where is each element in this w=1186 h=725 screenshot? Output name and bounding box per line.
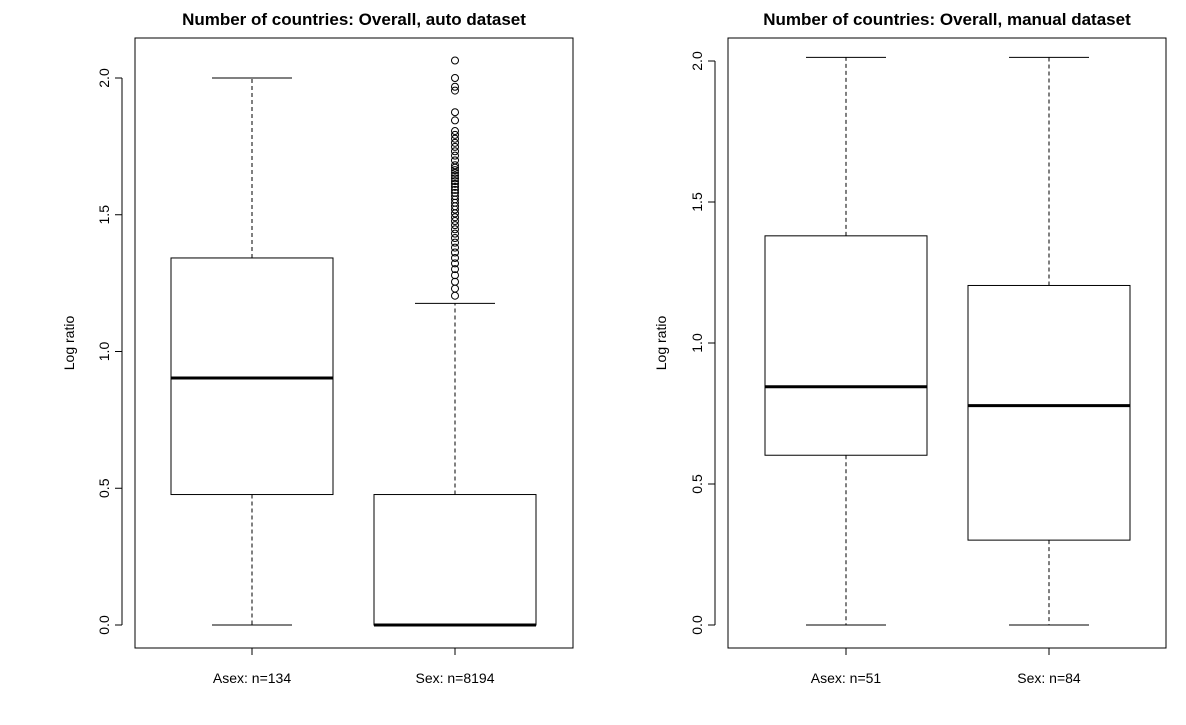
outlier-point <box>451 284 459 293</box>
boxplot-panel-manual: Number of countries: Overall, manual dat… <box>653 10 1167 686</box>
y-axis: 0.0 0.5 1.0 1.5 2.0 <box>96 68 123 635</box>
outlier-point <box>451 238 459 247</box>
boxplot-panel-auto: Number of countries: Overall, auto datas… <box>61 10 574 686</box>
x-tick-label: Sex: n=84 <box>1017 670 1081 686</box>
outlier-point <box>451 86 459 95</box>
outlier-point <box>451 134 459 143</box>
outlier-point <box>451 233 459 242</box>
outlier-point <box>451 151 459 160</box>
plot-title: Number of countries: Overall, manual dat… <box>763 10 1131 29</box>
outlier-point <box>451 161 459 170</box>
outlier-point <box>451 271 459 280</box>
y-tick-label: 0.0 <box>689 615 705 635</box>
outlier-point <box>451 82 459 91</box>
y-tick-label: 0.5 <box>689 474 705 494</box>
box-iqr <box>967 284 1131 541</box>
outlier-point <box>451 156 459 165</box>
outlier-point <box>451 56 459 65</box>
outlier-point <box>451 277 459 286</box>
y-axis-label: Log ratio <box>61 316 77 371</box>
outlier-point <box>451 185 459 194</box>
box-group <box>170 77 334 626</box>
y-tick-label: 2.0 <box>96 68 112 88</box>
outlier-point <box>451 166 459 175</box>
outlier-point <box>451 127 459 136</box>
plot-title: Number of countries: Overall, auto datas… <box>182 10 526 29</box>
outlier-point <box>451 177 459 186</box>
outlier-point <box>451 229 459 238</box>
y-tick-label: 0.5 <box>96 478 112 498</box>
outlier-point <box>451 142 459 151</box>
y-tick-label: 1.0 <box>689 333 705 353</box>
y-tick-label: 0.0 <box>96 615 112 635</box>
x-tick-label: Asex: n=134 <box>213 670 291 686</box>
outlier-point <box>451 265 459 274</box>
outlier-point <box>451 147 459 156</box>
box-iqr <box>170 257 334 496</box>
outlier-point <box>451 179 459 188</box>
outlier-point <box>451 243 459 252</box>
box-iqr <box>373 494 537 626</box>
y-axis: 0.0 0.5 1.0 1.5 2.0 <box>689 51 716 635</box>
outlier-point <box>451 248 459 257</box>
outlier-point <box>451 74 459 82</box>
outlier-point <box>451 253 459 262</box>
outlier-point <box>451 168 459 177</box>
boxes <box>764 56 1131 626</box>
y-tick-label: 1.5 <box>96 205 112 225</box>
outlier-point <box>451 174 459 183</box>
outlier-point <box>451 130 459 139</box>
outlier-point <box>451 259 459 268</box>
outlier-point <box>451 138 459 147</box>
outlier-point <box>451 221 459 230</box>
outlier-point <box>451 171 459 180</box>
outlier-point <box>451 182 459 191</box>
box-group <box>373 56 537 627</box>
outlier-point <box>451 108 459 117</box>
box-iqr <box>764 235 928 456</box>
x-tick-label: Sex: n=8194 <box>415 670 494 686</box>
outlier-point <box>451 225 459 234</box>
outlier-point <box>451 116 459 125</box>
box-group <box>764 56 928 626</box>
y-tick-label: 1.0 <box>96 342 112 362</box>
outlier-point <box>451 192 459 201</box>
y-tick-label: 1.5 <box>689 192 705 212</box>
x-axis: Asex: n=134 Sex: n=8194 <box>213 647 495 686</box>
outlier-point <box>451 217 459 226</box>
y-tick-label: 2.0 <box>689 51 705 71</box>
outlier-point <box>451 188 459 197</box>
box-group <box>967 56 1131 626</box>
x-tick-label: Asex: n=51 <box>811 670 882 686</box>
outlier-point <box>451 213 459 222</box>
y-axis-label: Log ratio <box>653 316 669 371</box>
x-axis: Asex: n=51 Sex: n=84 <box>811 647 1081 686</box>
boxes <box>170 56 537 627</box>
outlier-point <box>451 291 459 300</box>
